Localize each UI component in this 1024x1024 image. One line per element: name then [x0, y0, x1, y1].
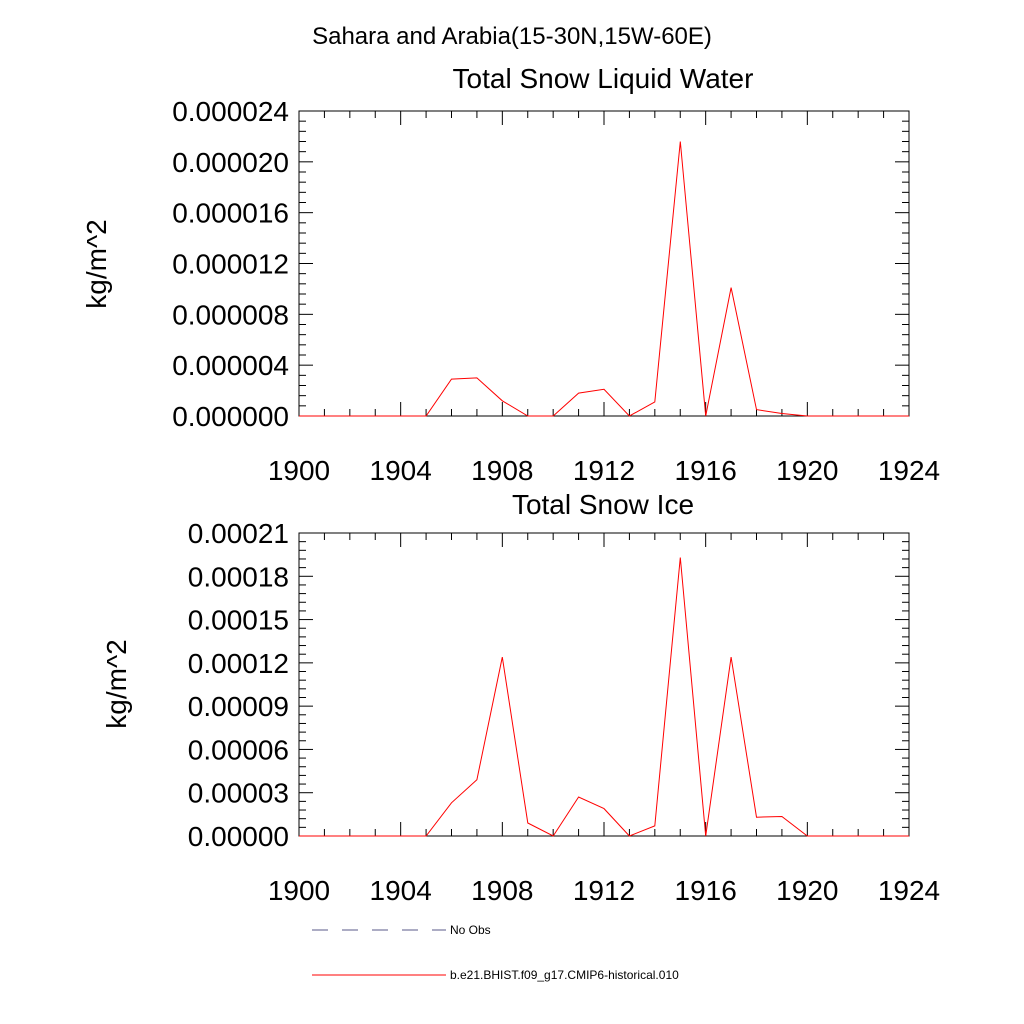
y-tick-label: 0.000008 — [172, 299, 289, 330]
y-axis-label: kg/m^2 — [81, 219, 112, 308]
y-tick-label: 0.00003 — [188, 778, 289, 809]
x-tick-label: 1924 — [878, 455, 940, 486]
legend-label: b.e21.BHIST.f09_g17.CMIP6-historical.010 — [450, 968, 679, 982]
y-tick-label: 0.00006 — [188, 734, 289, 765]
chart-title: Total Snow Ice — [512, 489, 694, 520]
x-tick-label: 1904 — [370, 455, 432, 486]
y-tick-label: 0.000024 — [172, 96, 289, 127]
y-tick-label: 0.000012 — [172, 249, 289, 280]
chart-title: Total Snow Liquid Water — [453, 63, 754, 94]
y-tick-label: 0.00015 — [188, 605, 289, 636]
panel-snow-ice: Total Snow Ice kg/m^2 1900 1904 1908 1912 19… — [101, 489, 940, 906]
x-tick-label: 1904 — [370, 875, 432, 906]
x-tick-label: 1920 — [776, 455, 838, 486]
x-tick-label: 1900 — [268, 455, 330, 486]
y-axis-label: kg/m^2 — [101, 639, 132, 728]
x-tick-label: 1908 — [471, 875, 533, 906]
series-line — [299, 557, 909, 837]
plot-frame — [298, 110, 910, 417]
y-tick-label: 0.000016 — [172, 198, 289, 229]
y-tick-label: 0.000020 — [172, 147, 289, 178]
y-tick-label: 0.00012 — [188, 648, 289, 679]
panel-snow-liquid-water: Total Snow Liquid Water kg/m^2 1900 1904 1… — [81, 63, 940, 486]
legend-item-no-obs: No Obs — [312, 923, 491, 937]
x-tick-label: 1916 — [675, 875, 737, 906]
y-tick-label: 0.000000 — [172, 401, 289, 432]
y-tick-label: 0.00009 — [188, 691, 289, 722]
y-tick-label: 0.00018 — [188, 561, 289, 592]
page-title: Sahara and Arabia(15-30N,15W-60E) — [312, 23, 712, 50]
x-tick-label: 1912 — [573, 875, 635, 906]
x-tick-label: 1916 — [675, 455, 737, 486]
x-tick-label: 1912 — [573, 455, 635, 486]
series-line — [299, 141, 909, 417]
x-tick-label: 1924 — [878, 875, 940, 906]
plot-frame — [298, 532, 910, 837]
y-tick-label: 0.000004 — [172, 350, 289, 381]
y-tick-label: 0.00021 — [188, 518, 289, 549]
legend-item-model: b.e21.BHIST.f09_g17.CMIP6-historical.010 — [312, 968, 679, 982]
legend: No Obs b.e21.BHIST.f09_g17.CMIP6-histori… — [312, 923, 679, 982]
x-tick-label: 1908 — [471, 455, 533, 486]
legend-label: No Obs — [450, 923, 491, 937]
x-tick-label: 1920 — [776, 875, 838, 906]
y-tick-label: 0.00000 — [188, 821, 289, 852]
x-tick-label: 1900 — [268, 875, 330, 906]
